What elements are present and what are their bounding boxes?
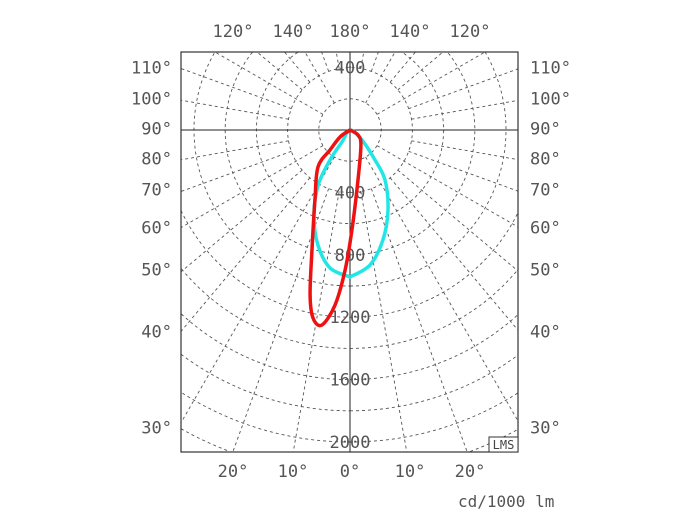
top-angle-label: 140°	[389, 22, 431, 42]
grid-radial-line	[180, 145, 324, 228]
grid-circle	[350, 392, 518, 443]
grid-circle	[350, 52, 476, 256]
grid-radial-line	[180, 169, 303, 273]
grid-circle	[255, 52, 350, 225]
grid-circle	[350, 315, 518, 381]
left-angle-label: 40°	[141, 322, 172, 343]
grid-circle	[180, 210, 350, 318]
grid-radial-line	[335, 51, 340, 69]
grid-radial-line	[180, 150, 292, 192]
grid-radial-line	[180, 177, 311, 332]
grid-circle	[181, 268, 350, 349]
svg-text:LMS: LMS	[493, 438, 515, 452]
grid-radial-line	[408, 68, 519, 110]
radial-label-down: 400	[335, 183, 366, 203]
top-angle-label: 140°	[272, 22, 314, 42]
grid-radial-line	[360, 51, 365, 69]
grid-circle	[182, 392, 350, 443]
right-angle-label: 70°	[530, 180, 561, 201]
grid-radial-line	[284, 51, 311, 83]
left-angle-label: 60°	[141, 218, 172, 239]
grid-circle	[224, 52, 350, 256]
grid-radial-line	[397, 51, 444, 91]
right-angle-label: 30°	[530, 418, 561, 439]
right-angle-label: 50°	[530, 260, 561, 281]
grid-radial-line	[408, 150, 519, 192]
grid-radial-line	[180, 99, 289, 120]
grid-circle	[350, 52, 445, 225]
grid-radial-line	[256, 51, 303, 91]
radial-label-up: 400	[335, 59, 366, 79]
grid-radial-line	[304, 51, 335, 104]
intensity-curve-2	[308, 128, 363, 328]
grid-circle	[350, 355, 518, 412]
grid-radial-line	[360, 191, 408, 453]
plot-frame	[180, 51, 519, 453]
right-angle-label: 40°	[530, 322, 561, 343]
radial-label-down: 2000	[330, 433, 371, 453]
top-angle-label: 180°	[329, 22, 371, 42]
bottom-angle-label: 10°	[394, 462, 426, 482]
left-angle-label: 90°	[141, 119, 172, 140]
right-angle-label: 100°	[530, 89, 571, 110]
grid-radial-line	[370, 188, 468, 453]
grid-radial-line	[370, 51, 379, 72]
grid-radial-line	[376, 51, 486, 115]
radial-label-down: 1200	[330, 308, 371, 328]
top-angle-label: 120°	[212, 22, 254, 42]
grid-radial-line	[232, 188, 330, 453]
left-angle-label: 100°	[131, 89, 172, 110]
grid-radial-line	[180, 68, 292, 110]
polar-grid	[180, 51, 519, 453]
grid-radial-line	[397, 169, 519, 272]
left-angle-label: 80°	[141, 149, 172, 170]
left-angle-label: 30°	[141, 418, 172, 439]
grid-radial-line	[411, 99, 519, 120]
grid-radial-line	[365, 156, 519, 422]
grid-radial-line	[365, 51, 396, 104]
grid-circle	[350, 270, 518, 349]
bottom-angle-label: 10°	[277, 462, 309, 482]
grid-circle	[193, 52, 350, 287]
grid-radial-line	[389, 51, 416, 83]
unit-label: cd/1000 lm	[458, 492, 555, 511]
bottom-angle-label: 20°	[217, 462, 249, 482]
grid-radial-line	[411, 140, 519, 161]
right-angle-label: 60°	[530, 218, 561, 239]
grid-radial-line	[214, 51, 324, 115]
grid-circle	[350, 51, 507, 287]
grid-radial-line	[321, 51, 330, 72]
grid-circle	[350, 213, 518, 318]
right-angle-label: 80°	[530, 149, 561, 170]
top-angle-label: 120°	[449, 22, 491, 42]
left-angle-label: 50°	[141, 260, 172, 281]
radial-label-down: 1600	[330, 371, 371, 391]
bottom-angle-label: 20°	[454, 462, 486, 482]
right-angle-label: 90°	[530, 119, 561, 140]
left-angle-label: 70°	[141, 180, 172, 201]
grid-radial-line	[376, 145, 519, 228]
radial-label-down: 800	[335, 246, 366, 266]
left-angle-label: 110°	[131, 58, 172, 79]
grid-circle	[181, 313, 350, 381]
lms-logo: LMS	[488, 436, 519, 453]
grid-circle	[180, 428, 230, 452]
grid-circle	[180, 353, 350, 412]
right-angle-label: 110°	[530, 58, 571, 79]
grid-radial-line	[180, 140, 289, 161]
bottom-angle-label: 0°	[339, 462, 361, 482]
